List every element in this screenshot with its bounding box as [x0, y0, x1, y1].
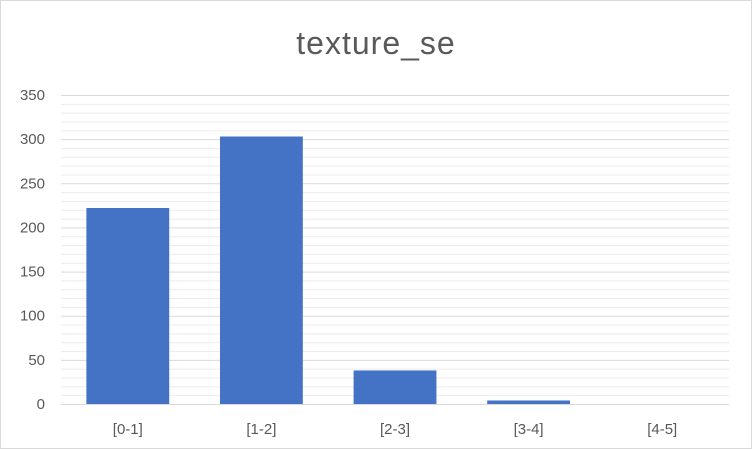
y-tick-label: 350: [20, 87, 45, 104]
chart-title: texture_se: [296, 25, 456, 61]
bar: [487, 400, 571, 404]
x-tick-label: [3-4]: [514, 421, 544, 438]
y-tick-label: 0: [37, 396, 45, 413]
x-tick-label: [0-1]: [113, 421, 143, 438]
bar: [219, 136, 303, 404]
y-tick-label: 50: [28, 352, 45, 369]
x-tick-label: [4-5]: [647, 421, 677, 438]
bar: [353, 370, 437, 404]
y-tick-label: 200: [20, 219, 45, 236]
y-tick-label: 100: [20, 308, 45, 325]
bar: [86, 208, 170, 404]
y-tick-label: 250: [20, 175, 45, 192]
y-tick-label: 300: [20, 131, 45, 148]
x-tick-label: [2-3]: [380, 421, 410, 438]
x-tick-label: [1-2]: [246, 421, 276, 438]
y-tick-label: 150: [20, 264, 45, 281]
